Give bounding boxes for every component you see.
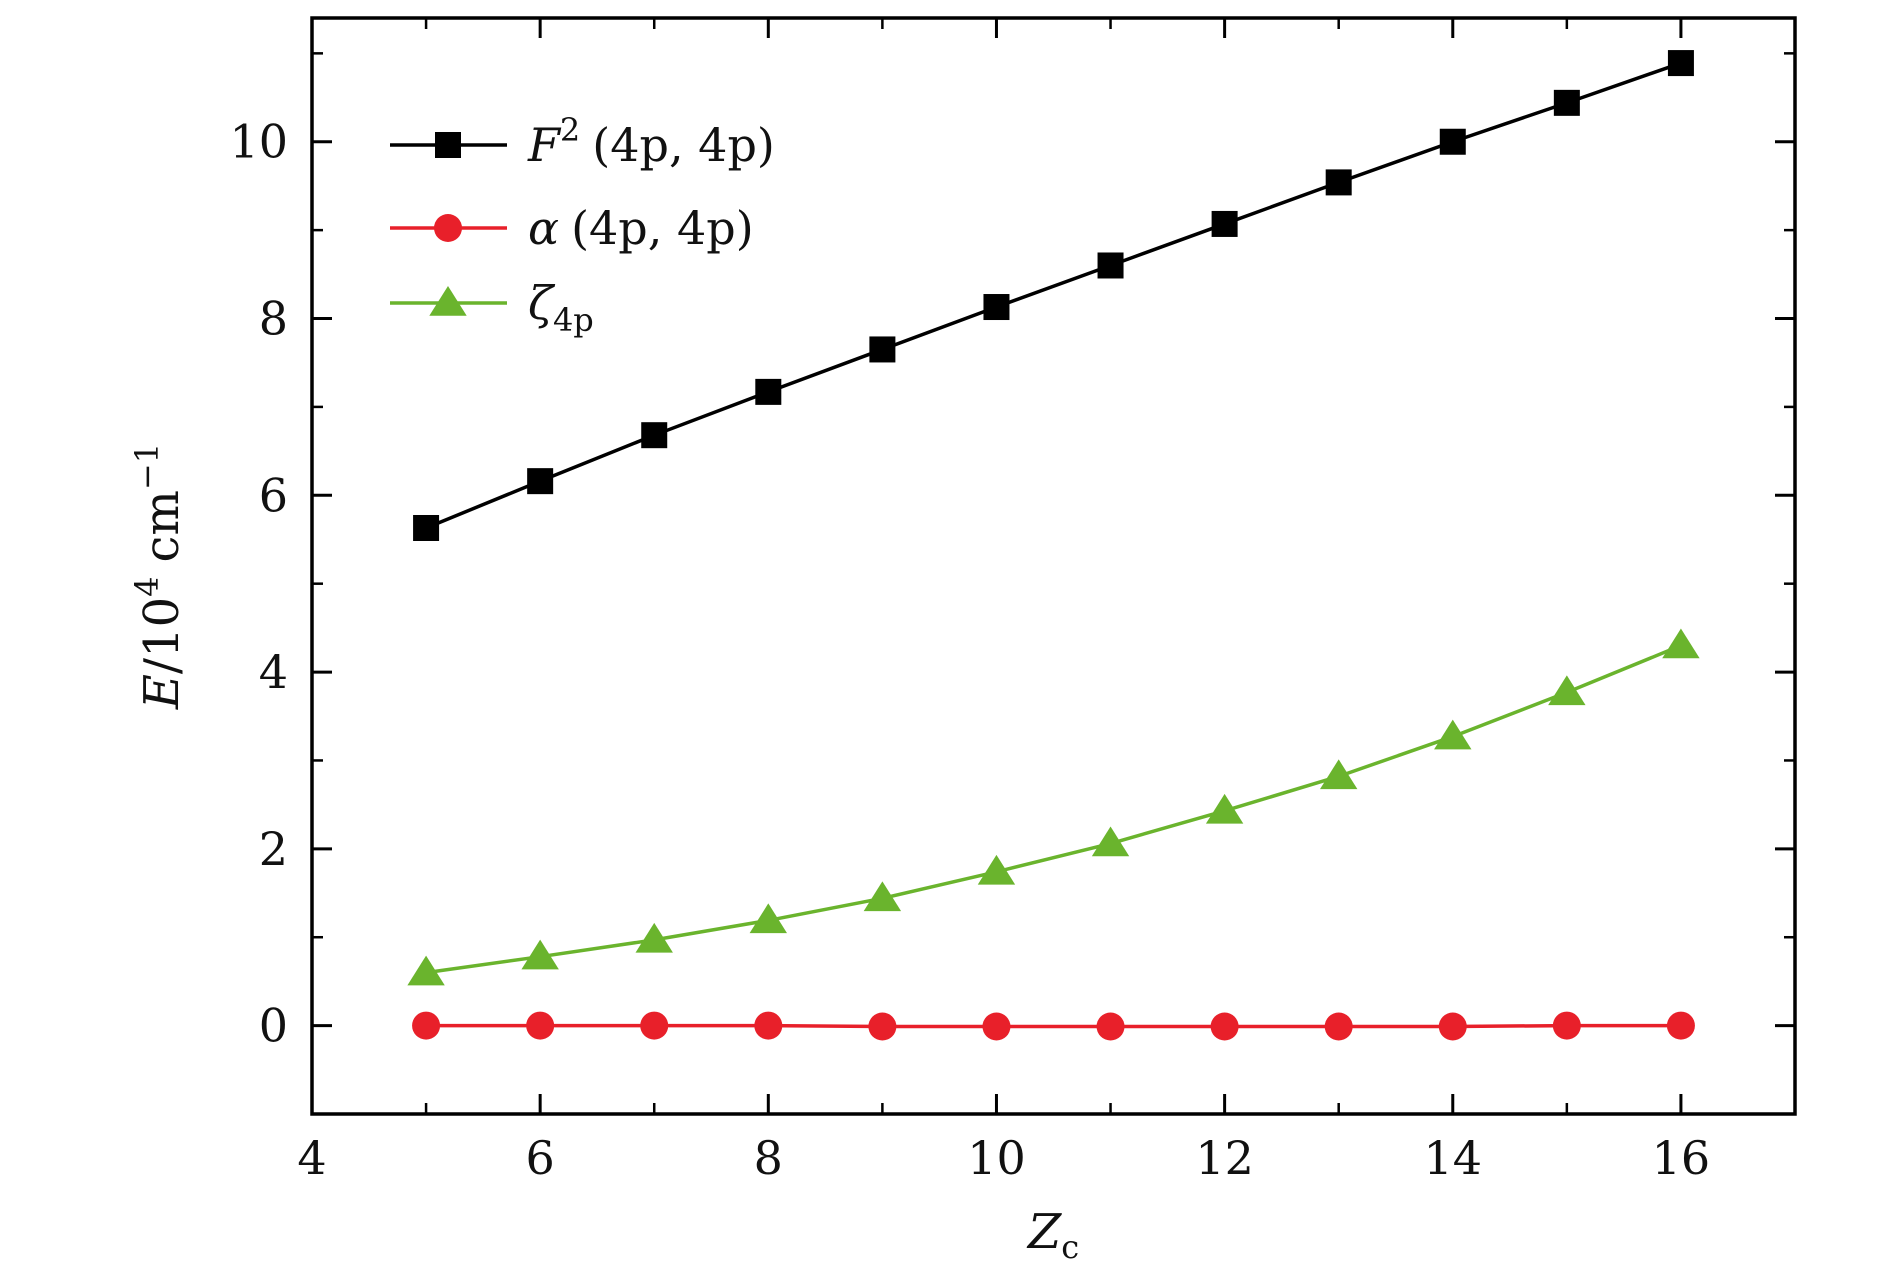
data-point <box>635 922 673 953</box>
y-tick-label: 0 <box>259 999 288 1053</box>
data-point <box>1553 89 1580 116</box>
y-tick-label: 6 <box>259 468 288 522</box>
legend-label-sub: 4p <box>553 301 594 339</box>
data-point <box>863 881 902 912</box>
data-point <box>1205 793 1244 824</box>
data-point <box>1666 1011 1695 1040</box>
data-point <box>1438 1012 1467 1041</box>
legend-label-name: F <box>527 118 562 172</box>
data-point <box>1434 719 1472 750</box>
data-point <box>527 468 554 495</box>
data-point <box>641 422 668 449</box>
x-tick-label: 6 <box>526 1131 555 1185</box>
data-point <box>1324 1012 1353 1041</box>
data-point <box>983 294 1010 321</box>
legend-entry: ζ4p <box>390 276 594 339</box>
legend-marker <box>429 286 467 316</box>
data-point <box>413 514 440 541</box>
data-point <box>412 1011 441 1040</box>
data-point <box>1439 128 1466 155</box>
data-point <box>977 854 1016 885</box>
y-axis-title: E/104 cm−1 <box>128 443 190 710</box>
data-point <box>1662 628 1700 659</box>
data-point <box>407 955 445 986</box>
series-circle <box>412 1011 1695 1041</box>
data-point <box>749 903 788 934</box>
plot-frame <box>310 16 1797 1116</box>
series-line <box>426 1023 1681 1029</box>
legend-label-args: (4p, 4p) <box>571 201 754 255</box>
data-point <box>1091 826 1130 857</box>
data-point <box>521 939 559 970</box>
series-layer <box>407 50 1700 1041</box>
legend-label: F2 (4p, 4p) <box>527 111 775 172</box>
x-axis-title-sub: c <box>1061 1228 1079 1264</box>
y-axis-title-unit: cm <box>134 490 190 562</box>
legend-entry: α (4p, 4p) <box>390 201 754 255</box>
y-axis-title-sup: 4 <box>128 576 166 596</box>
data-point <box>982 1012 1011 1041</box>
x-tick-label: 12 <box>1195 1131 1254 1185</box>
x-tick-label: 16 <box>1652 1131 1711 1185</box>
data-point <box>755 378 782 405</box>
y-axis-title-rest: /10 <box>134 597 190 674</box>
data-point <box>1325 169 1352 196</box>
data-point <box>640 1011 669 1040</box>
legend-label-name: ζ <box>528 276 556 330</box>
data-point <box>1667 50 1694 77</box>
y-axis-title-var: E <box>134 674 190 710</box>
x-axis-title-main: Z <box>1026 1204 1063 1260</box>
x-tick-label: 8 <box>754 1131 783 1185</box>
legend-entry: F2 (4p, 4p) <box>390 111 775 172</box>
x-tick-label: 10 <box>967 1131 1026 1185</box>
legend-label: ζ4p <box>528 276 594 339</box>
legend-label: α (4p, 4p) <box>528 201 754 255</box>
series-line <box>425 61 1682 530</box>
legend: F2 (4p, 4p)α (4p, 4p)ζ4p <box>390 111 775 339</box>
data-point <box>868 1012 897 1041</box>
ticks-layer: 4 6 8 10 12 14 16 0 2 4 6 8 10 <box>229 18 1795 1185</box>
x-tick-label: 14 <box>1423 1131 1482 1185</box>
legend-label-sup: 2 <box>560 111 580 149</box>
series-square <box>413 50 1694 541</box>
y-tick-label: 8 <box>259 292 288 346</box>
data-point <box>1319 759 1358 790</box>
x-tick-label: 4 <box>297 1131 326 1185</box>
data-point <box>526 1011 555 1040</box>
legend-marker <box>435 132 461 158</box>
y-tick-label: 4 <box>259 645 288 699</box>
data-point <box>1097 252 1124 279</box>
y-tick-label: 2 <box>259 822 288 876</box>
data-point <box>869 336 896 363</box>
series-line <box>425 643 1682 975</box>
legend-label-name: α <box>528 201 559 255</box>
x-axis-title: Zc <box>1026 1204 1079 1264</box>
y-axis-title-unit-sup: −1 <box>128 443 166 490</box>
series-triangle <box>407 628 1700 986</box>
data-point <box>1096 1012 1125 1041</box>
data-point <box>1211 210 1238 237</box>
data-point <box>1552 1011 1581 1040</box>
data-point <box>1548 675 1586 706</box>
y-tick-label: 10 <box>229 115 288 169</box>
legend-label-args: (4p, 4p) <box>592 118 775 172</box>
data-point <box>754 1011 783 1040</box>
data-point <box>1210 1012 1239 1041</box>
legend-marker <box>434 214 462 242</box>
